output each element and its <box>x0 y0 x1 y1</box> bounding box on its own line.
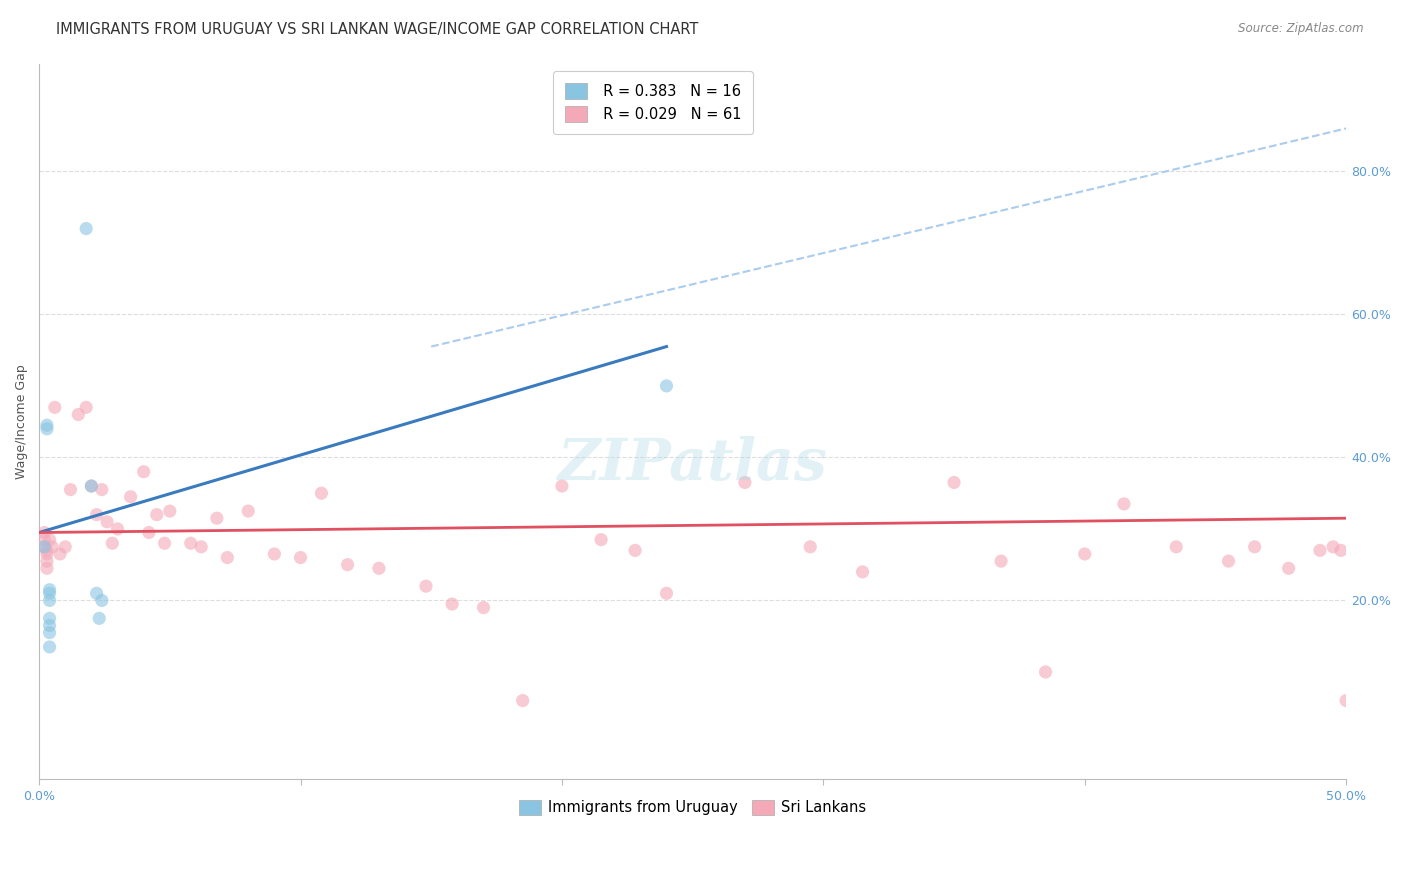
Point <box>38 586 60 600</box>
Point <box>655 586 678 600</box>
Point <box>1243 540 1265 554</box>
Point <box>290 550 312 565</box>
Point <box>80 479 103 493</box>
Point <box>38 611 60 625</box>
Point <box>38 582 60 597</box>
Point <box>90 593 112 607</box>
Point <box>263 547 285 561</box>
Point <box>180 536 202 550</box>
Point <box>1278 561 1301 575</box>
Point <box>80 479 103 493</box>
Point <box>34 540 56 554</box>
Point <box>205 511 228 525</box>
Point <box>512 693 534 707</box>
Point <box>1074 547 1097 561</box>
Point <box>38 625 60 640</box>
Point <box>38 618 60 632</box>
Point <box>472 600 495 615</box>
Point <box>1166 540 1188 554</box>
Point <box>159 504 181 518</box>
Point <box>41 540 63 554</box>
Point <box>120 490 142 504</box>
Point <box>101 536 124 550</box>
Point <box>132 465 155 479</box>
Point <box>1334 693 1357 707</box>
Point <box>38 640 60 654</box>
Point <box>368 561 391 575</box>
Point <box>44 401 66 415</box>
Point <box>35 543 58 558</box>
Point <box>86 586 108 600</box>
Point <box>35 547 58 561</box>
Point <box>35 422 58 436</box>
Point <box>1035 665 1057 679</box>
Point <box>799 540 821 554</box>
Point <box>138 525 160 540</box>
Point <box>59 483 82 497</box>
Point <box>35 554 58 568</box>
Point <box>311 486 333 500</box>
Point <box>34 533 56 547</box>
Text: ZIPatlas: ZIPatlas <box>558 436 828 492</box>
Text: IMMIGRANTS FROM URUGUAY VS SRI LANKAN WAGE/INCOME GAP CORRELATION CHART: IMMIGRANTS FROM URUGUAY VS SRI LANKAN WA… <box>56 22 699 37</box>
Point <box>34 540 56 554</box>
Point <box>86 508 108 522</box>
Point <box>90 483 112 497</box>
Point <box>551 479 574 493</box>
Point <box>38 593 60 607</box>
Point <box>75 401 97 415</box>
Text: Source: ZipAtlas.com: Source: ZipAtlas.com <box>1239 22 1364 36</box>
Point <box>734 475 756 490</box>
Point <box>35 561 58 575</box>
Point <box>49 547 72 561</box>
Point <box>1322 540 1344 554</box>
Point <box>990 554 1012 568</box>
Y-axis label: Wage/Income Gap: Wage/Income Gap <box>15 364 28 479</box>
Point <box>336 558 359 572</box>
Point <box>89 611 111 625</box>
Point <box>415 579 437 593</box>
Point <box>75 221 97 235</box>
Point <box>655 379 678 393</box>
Point <box>34 525 56 540</box>
Point <box>107 522 129 536</box>
Point <box>238 504 260 518</box>
Point <box>591 533 613 547</box>
Point <box>851 565 873 579</box>
Point <box>1309 543 1331 558</box>
Point <box>1218 554 1240 568</box>
Point <box>190 540 212 554</box>
Point <box>441 597 464 611</box>
Point <box>145 508 167 522</box>
Point <box>1330 543 1353 558</box>
Legend: Immigrants from Uruguay, Sri Lankans: Immigrants from Uruguay, Sri Lankans <box>509 789 877 826</box>
Point <box>96 515 118 529</box>
Point <box>943 475 966 490</box>
Point <box>38 533 60 547</box>
Point <box>153 536 176 550</box>
Point <box>67 408 90 422</box>
Point <box>1112 497 1135 511</box>
Point <box>35 418 58 433</box>
Point <box>53 540 76 554</box>
Point <box>217 550 239 565</box>
Point <box>624 543 647 558</box>
